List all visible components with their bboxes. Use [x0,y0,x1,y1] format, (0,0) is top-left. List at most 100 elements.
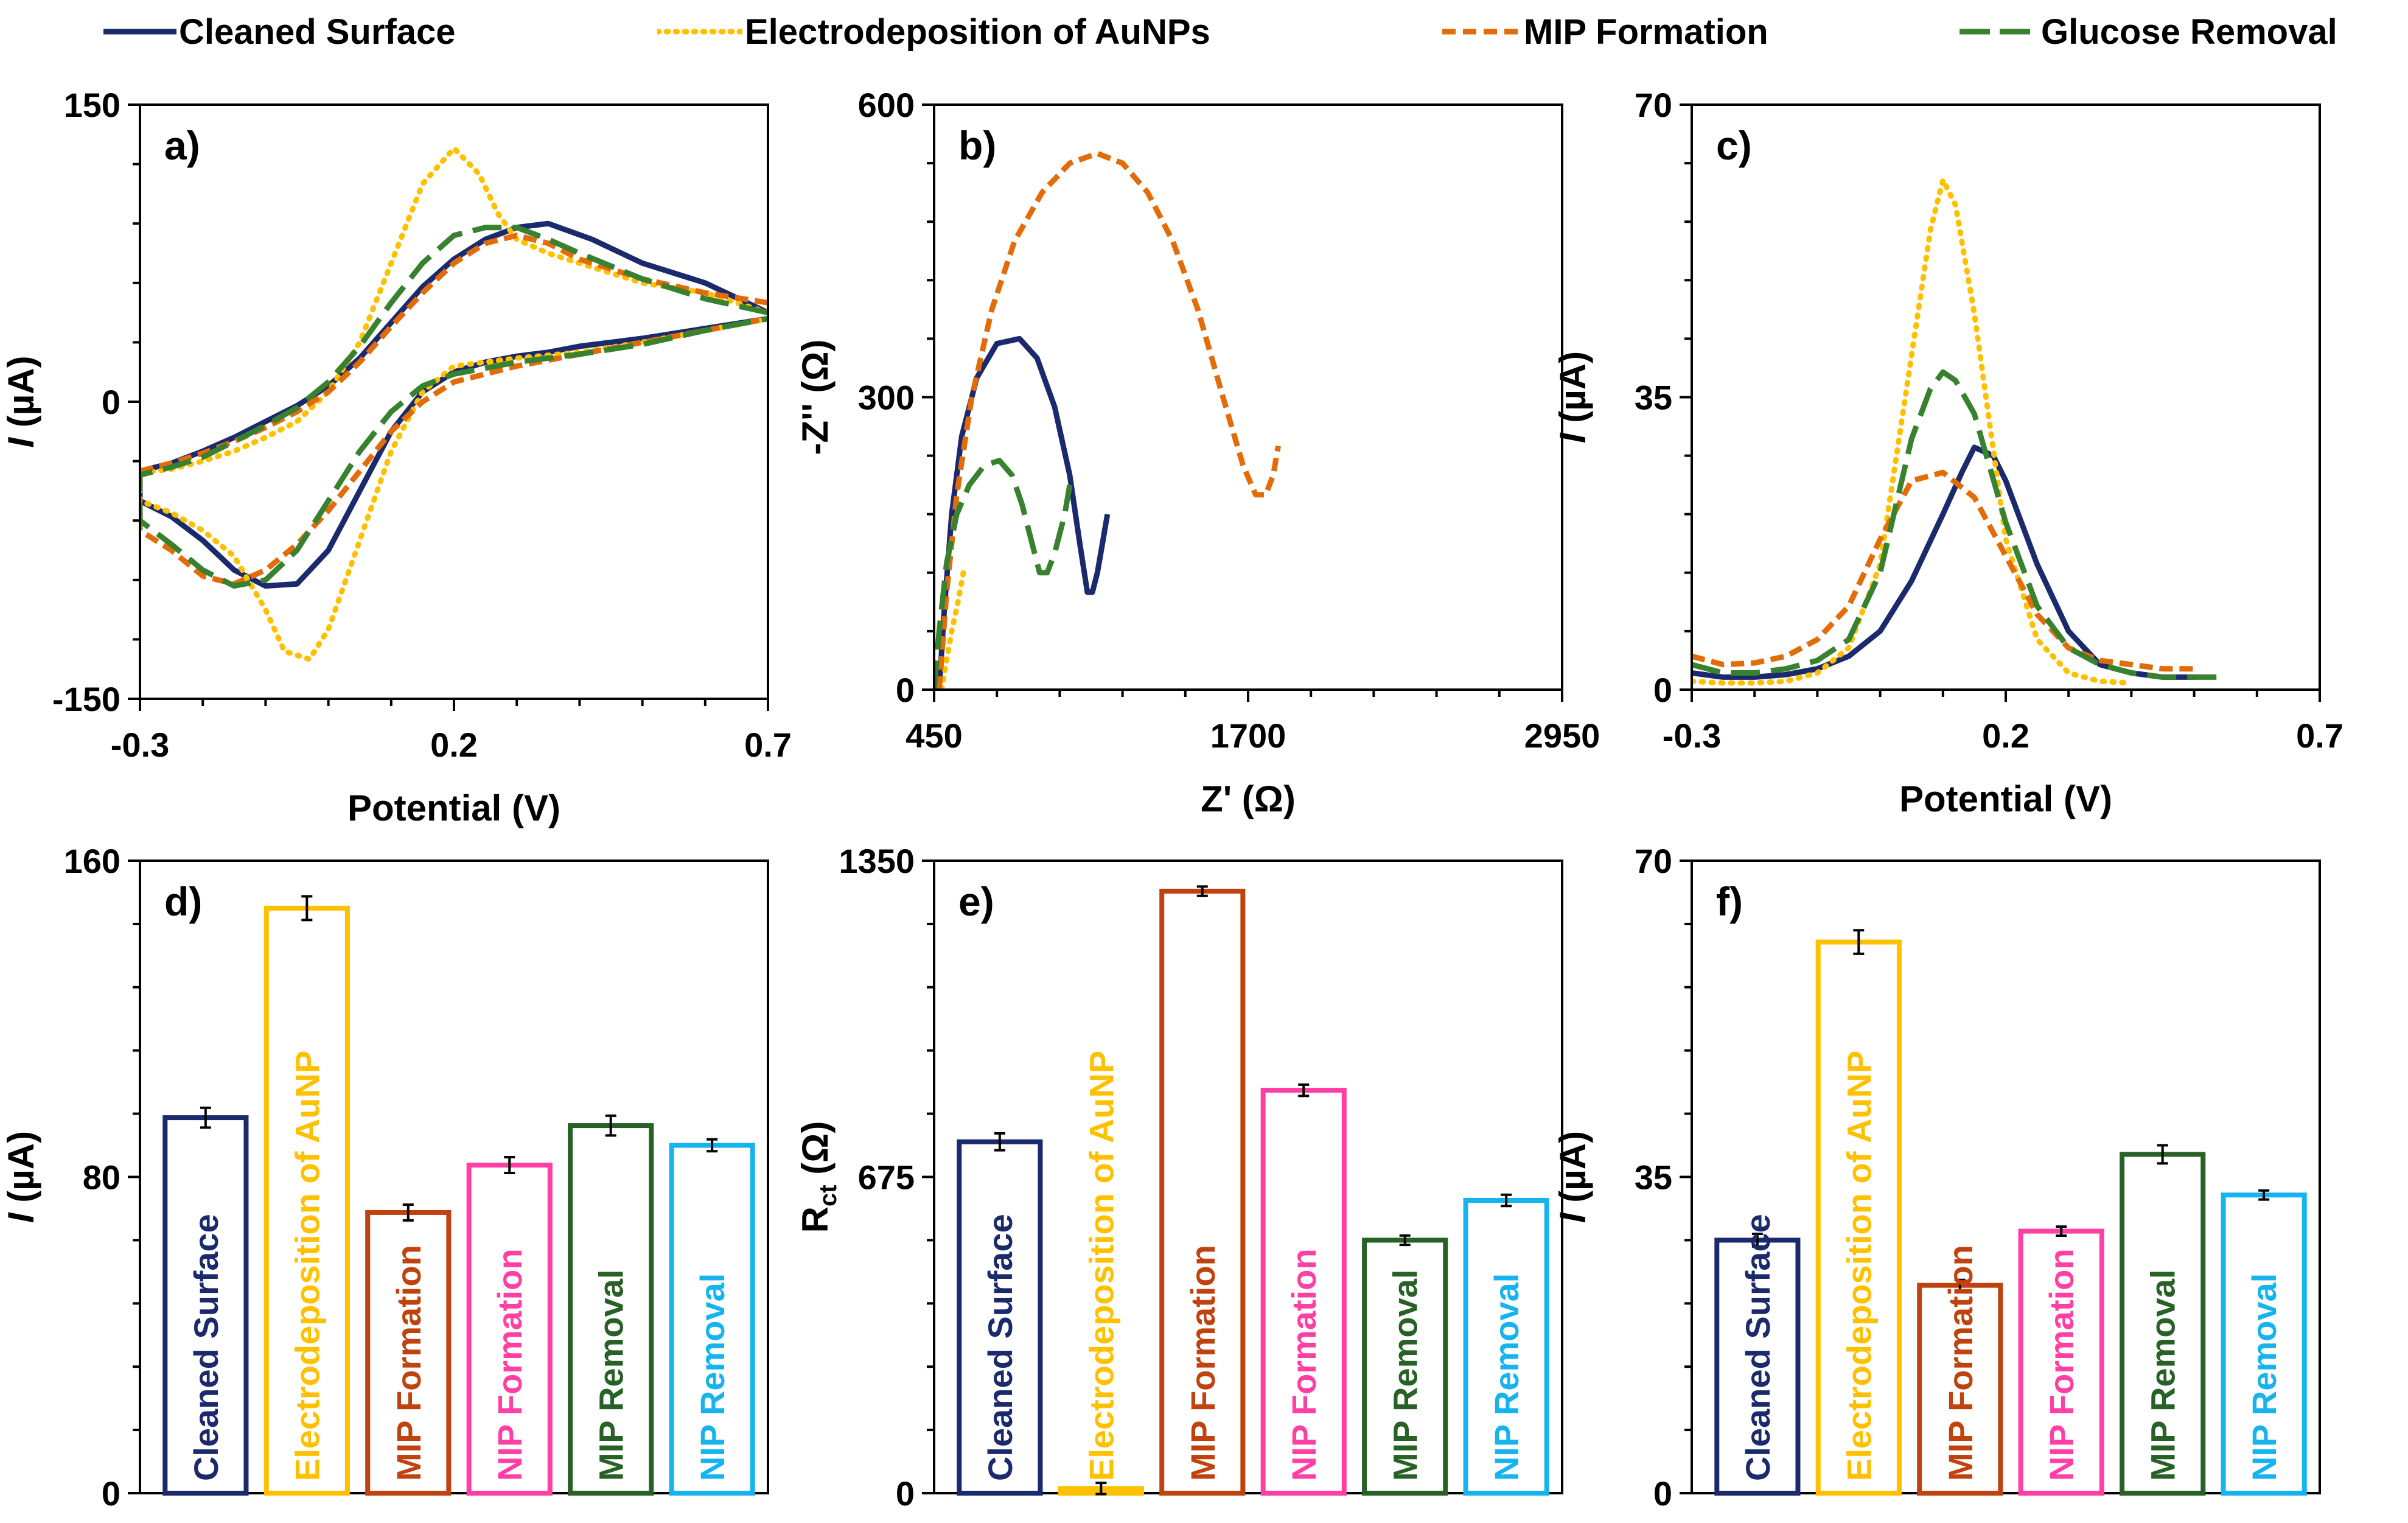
x-axis-label: Z' (Ω) [1201,779,1296,819]
series-line-mip-formation [140,233,768,587]
y-tick-label: 35 [1635,379,1672,417]
legend-label: MIP Formation [1524,12,1768,52]
legend-item-cleaned-surface: Cleaned Surface [103,7,456,56]
y-axis-label: I (µA) [1,1131,41,1223]
y-tick-label: 70 [1635,842,1672,880]
bar-category-label: Cleaned Surface [187,1214,225,1481]
bar [1159,889,1246,1496]
bar-category-label: MIP Formation [1184,1245,1222,1481]
y-axis-label: -Z'' (Ω) [795,340,836,455]
chart-panel-a: -0.3 0.2 0.7 Potential (V) -150 0 150 a) I (µA) [1,86,792,828]
legend-swatch [1960,29,2039,35]
series-line-cleaned-surface [140,220,768,589]
bar-category-label: MIP Formation [389,1245,428,1481]
plot-frame [139,103,769,700]
panel-label: b) [958,123,996,168]
x-axis-label: Potential (V) [347,788,560,828]
y-tick-label: 35 [1635,1158,1672,1197]
x-tick-label: -0.3 [1663,716,1722,755]
y-tick-label: 80 [83,1158,120,1197]
y-tick-label: 0 [102,1474,120,1513]
bar-category-label: NIP Formation [2042,1248,2081,1481]
panel-label: e) [958,879,994,924]
y-tick-label: 0 [1653,671,1672,709]
series-group [140,145,768,662]
bar-category-label: MIP Formation [1941,1245,1980,1481]
chart-panel-b: 450 1700 2950 Z' (Ω) 0 300 600 b) -Z'' (Ω) [795,86,1600,819]
chart-panel-c: -0.3 0.2 0.7 Potential (V) 0 35 70 c) I (µA) [1552,86,2343,819]
legend-swatch [1442,29,1521,35]
x-tick-label: 0.7 [2296,716,2343,755]
bar-category-label: NIP Removal [2245,1273,2283,1481]
legend-item-glucose-removal: Glucose Removal [1960,7,2337,56]
y-axis-label: I (µA) [1552,351,1593,443]
series-line-mip-formation [936,150,1281,690]
x-tick-label: -0.3 [111,726,170,764]
x-tick-label: 2950 [1524,716,1600,755]
y-tick-label: 160 [64,842,120,880]
bar-category-label: Electrodeposition of AuNP [288,1051,326,1481]
bar [1260,1088,1347,1496]
bar-category-label: Electrodeposition of AuNP [1082,1051,1120,1481]
series-line-mip-formation [1692,469,2194,672]
bar [162,1115,249,1496]
plot-frame [933,103,1563,691]
series-line-electrodeposition-of-aunps [1692,177,2134,686]
legend-label: Glucose Removal [2041,12,2337,52]
plot-frame [933,860,1563,1494]
legend-label: Cleaned Surface [179,12,456,52]
y-tick-label: 675 [858,1158,915,1197]
bar-category-label: NIP Formation [1285,1248,1323,1481]
bar [1815,939,1902,1496]
panel-label: c) [1716,123,1752,168]
y-tick-label: 150 [64,86,120,124]
y-tick-label: 600 [858,86,915,124]
bar-category-label: MIP Removal [592,1269,630,1481]
x-tick-label: 0.2 [430,726,478,764]
bar [1714,1238,1801,1496]
series-line-glucose-removal [934,458,1073,690]
y-tick-label: 0 [1653,1474,1672,1513]
bar-category-label: NIP Formation [490,1248,529,1481]
y-tick-label: 1350 [839,842,915,880]
legend-swatch [103,29,176,35]
x-axis-label: Potential (V) [1899,779,2112,819]
series-line-electrodeposition-of-aunps [140,145,768,662]
y-axis-label: I (µA) [1552,1131,1593,1223]
bar-category-label: Cleaned Surface [1739,1214,1777,1481]
x-tick-label: 450 [906,716,962,755]
chart-panel-d: 0 80 160 d) I (µA) Cleaned Surface Electrodepo… [1,842,769,1513]
x-tick-label: 0.2 [1982,716,2029,755]
bar [2120,1152,2206,1496]
legend-label: Electrodeposition of AuNPs [745,12,1210,52]
chart-panel-e: 0 675 1350 e) Rct (Ω) Cleaned Surface Electrod… [795,842,1563,1513]
bar [568,1123,654,1496]
y-tick-label: 0 [896,671,915,709]
plot-frame [139,860,769,1494]
plot-frame [1691,103,2321,691]
y-axis-label: Rct (Ω) [795,1121,842,1233]
series-line-glucose-removal [140,225,768,589]
series-line-cleaned-surface [936,335,1111,690]
series-line-cleaned-surface [1692,444,2194,680]
y-tick-label: 0 [896,1474,915,1513]
bar-category-label: MIP Removal [2144,1269,2182,1481]
panel-label: f) [1716,879,1743,924]
bar-category-label: Electrodeposition of AuNP [1840,1051,1878,1481]
y-tick-label: 70 [1635,86,1672,124]
series-line-electrodeposition-of-aunps [938,565,967,690]
panel-label: d) [164,879,202,924]
x-tick-label: 0.7 [744,726,792,764]
chart-legend: Cleaned Surface Electrodeposition of AuN… [0,0,2408,67]
x-tick-label: 1700 [1210,716,1286,755]
bar-category-label: NIP Removal [693,1273,731,1481]
legend-swatch [657,29,742,35]
legend-item-mip-formation: MIP Formation [1442,7,1768,56]
bar-category-label: MIP Removal [1386,1269,1425,1481]
y-tick-label: -150 [52,680,120,718]
series-group [934,150,1281,690]
series-group [1692,177,2226,686]
chart-panel-f: 0 35 70 f) I (µA) Cleaned Surface Electrodepos… [1552,842,2321,1513]
bar [1463,1197,1549,1496]
